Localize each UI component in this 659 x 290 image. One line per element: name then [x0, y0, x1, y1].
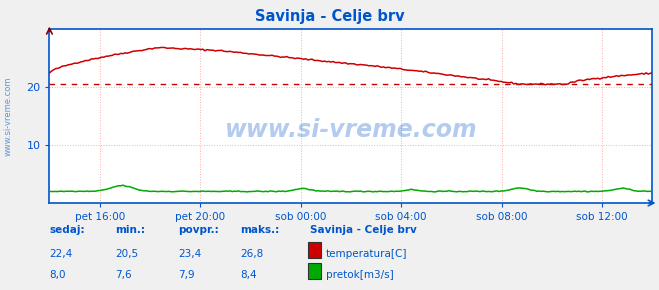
Text: 7,6: 7,6 — [115, 270, 132, 280]
Text: 23,4: 23,4 — [178, 249, 201, 259]
Text: sedaj:: sedaj: — [49, 225, 85, 235]
Text: 20,5: 20,5 — [115, 249, 138, 259]
Text: www.si-vreme.com: www.si-vreme.com — [225, 118, 477, 142]
Text: temperatura[C]: temperatura[C] — [326, 249, 407, 259]
Text: min.:: min.: — [115, 225, 146, 235]
Text: povpr.:: povpr.: — [178, 225, 219, 235]
Text: 22,4: 22,4 — [49, 249, 72, 259]
Text: pretok[m3/s]: pretok[m3/s] — [326, 270, 393, 280]
Text: Savinja - Celje brv: Savinja - Celje brv — [254, 9, 405, 24]
Text: 26,8: 26,8 — [241, 249, 264, 259]
Text: www.si-vreme.com: www.si-vreme.com — [3, 76, 13, 156]
Text: Savinja - Celje brv: Savinja - Celje brv — [310, 225, 416, 235]
Text: 8,0: 8,0 — [49, 270, 66, 280]
Text: maks.:: maks.: — [241, 225, 280, 235]
Text: 8,4: 8,4 — [241, 270, 257, 280]
Text: 7,9: 7,9 — [178, 270, 194, 280]
